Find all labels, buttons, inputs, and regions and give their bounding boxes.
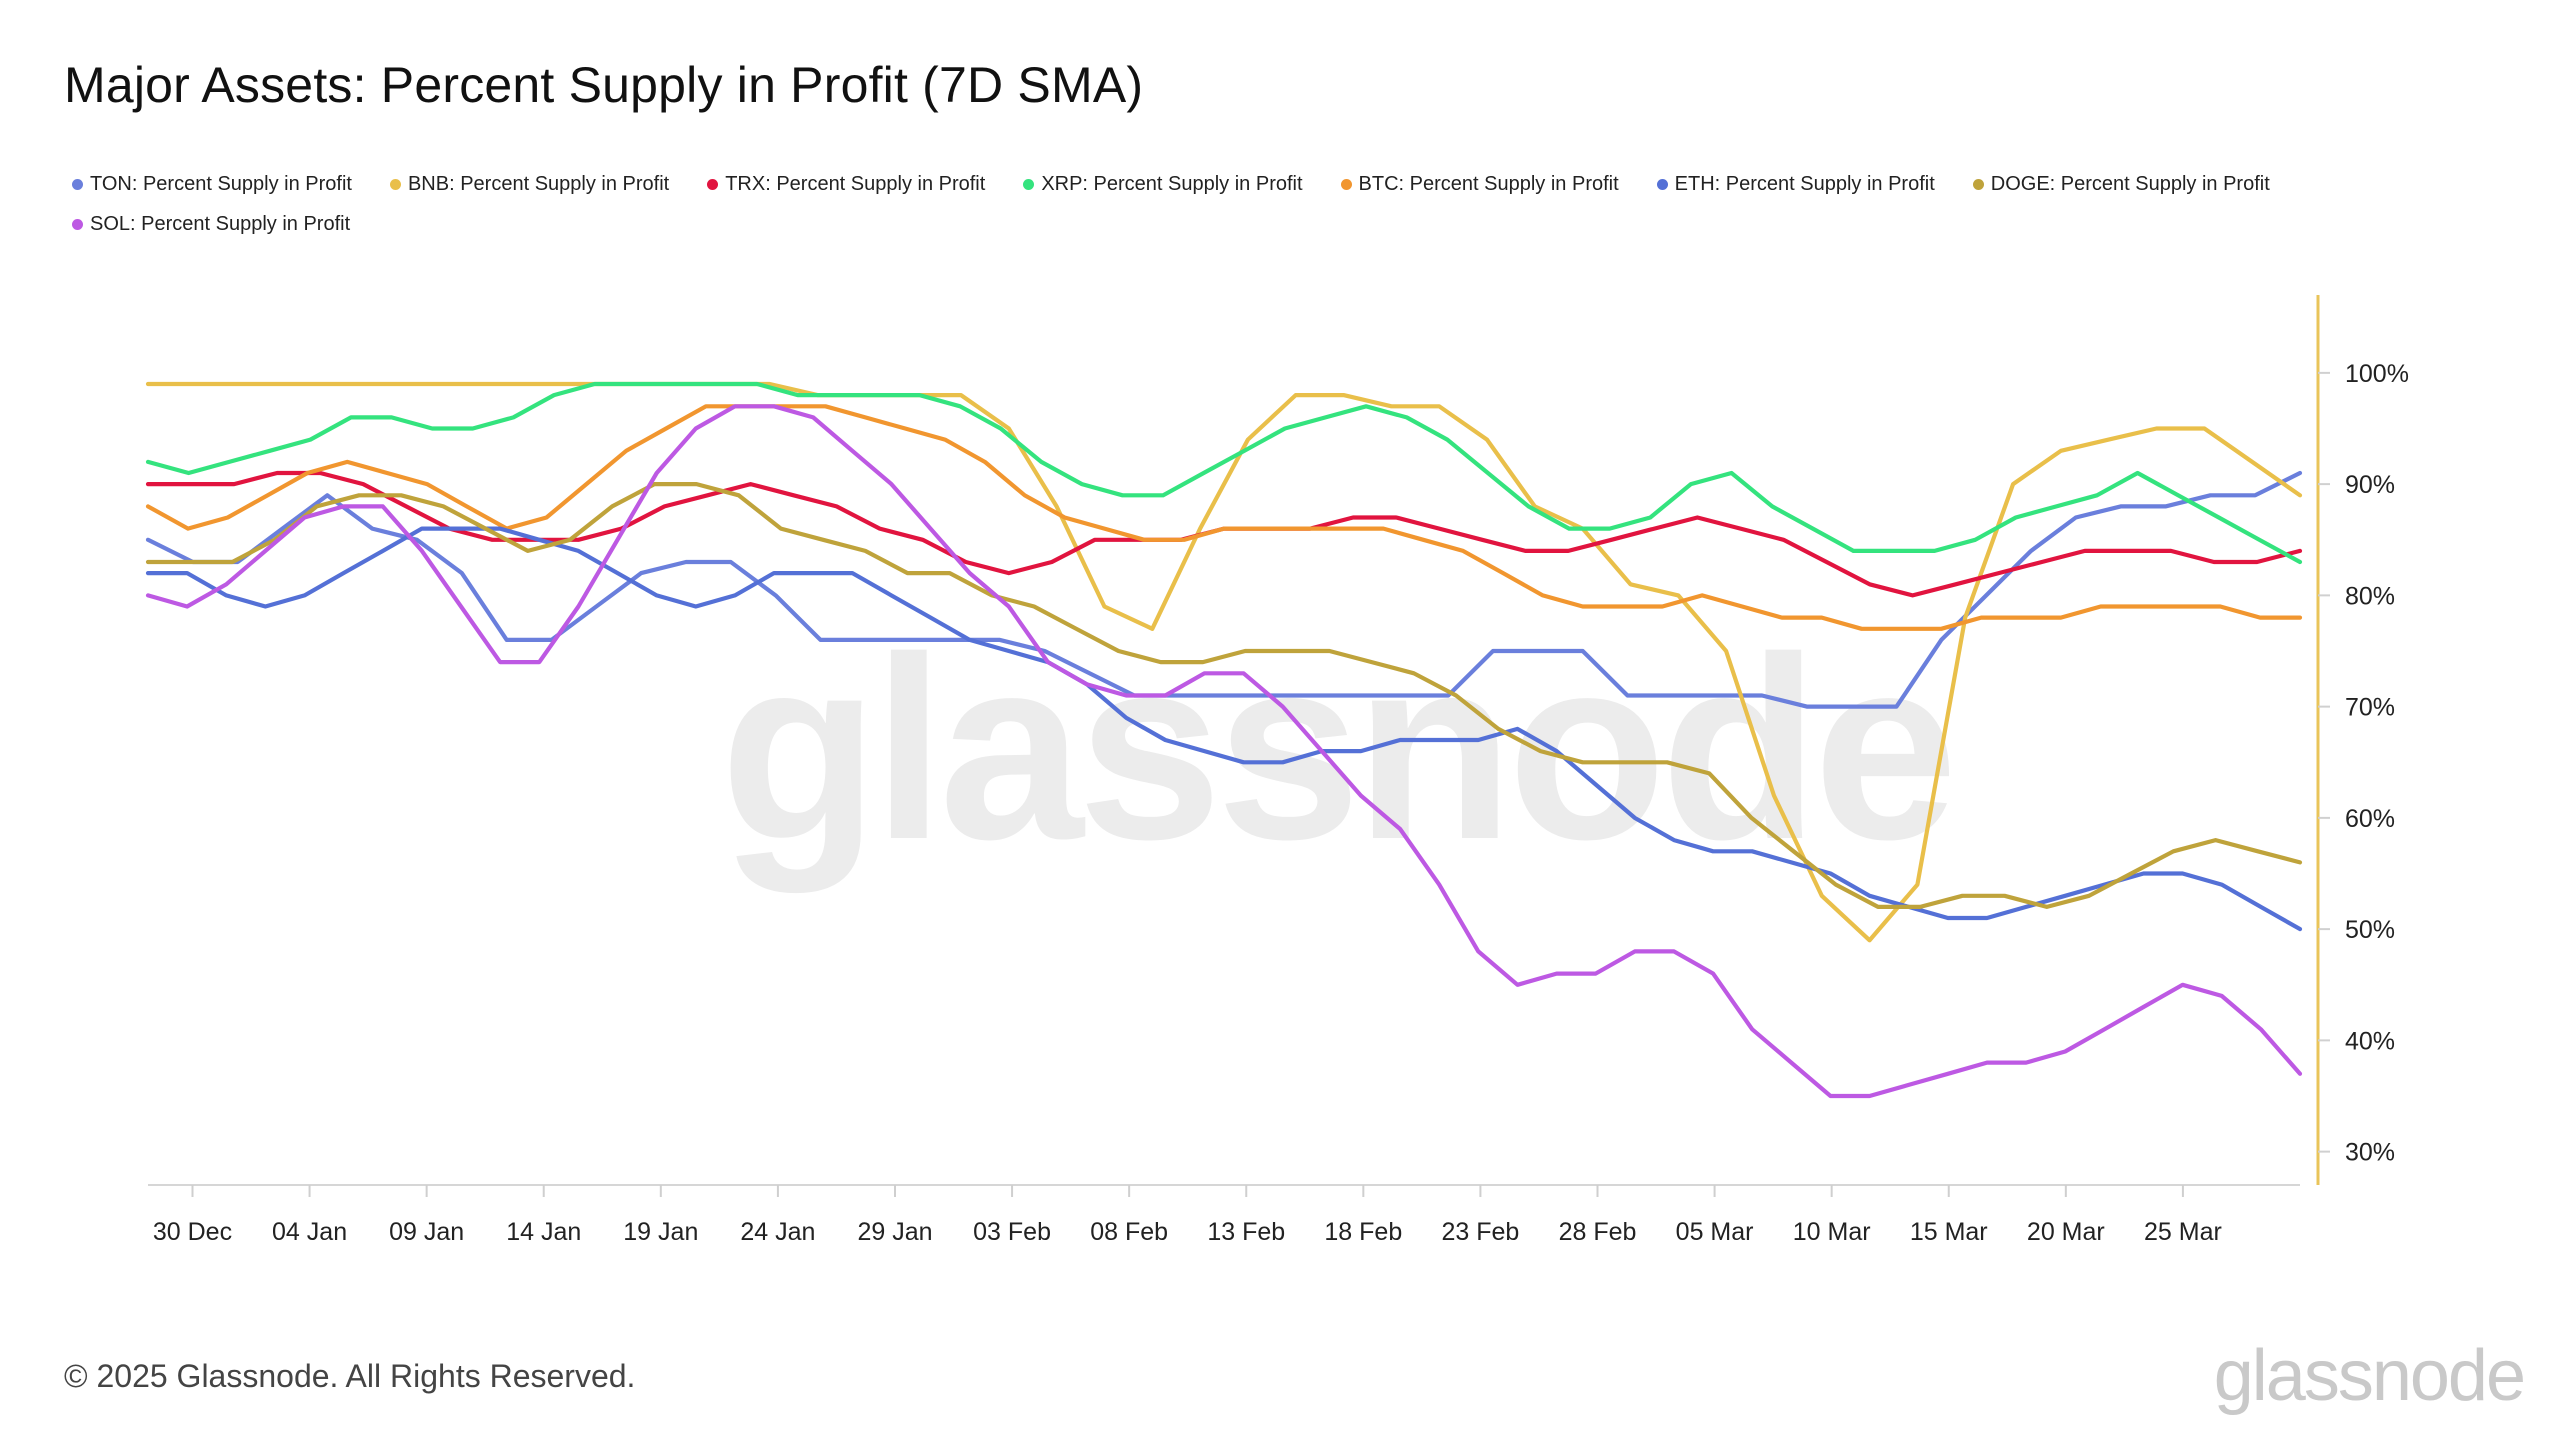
- legend-label: TON: Percent Supply in Profit: [90, 173, 352, 195]
- series-line: [145, 381, 2303, 943]
- legend-item[interactable]: XRP: Percent Supply in Profit: [1023, 173, 1303, 195]
- legend-label: TRX: Percent Supply in Profit: [725, 173, 986, 195]
- x-tick-label: 23 Feb: [1441, 1218, 1519, 1246]
- x-tick-label: 24 Jan: [740, 1218, 815, 1246]
- x-tick-label: 14 Jan: [506, 1218, 581, 1246]
- legend-swatch: [389, 178, 401, 190]
- chart-legend: TON: Percent Supply in Profit BNB: Percen…: [72, 174, 2492, 234]
- x-tick-label: 04 Jan: [272, 1218, 347, 1246]
- legend-swatch: [1656, 178, 1668, 190]
- x-tick-label: 08 Feb: [1090, 1218, 1168, 1246]
- x-tick-label: 20 Mar: [2027, 1218, 2105, 1246]
- legend-item[interactable]: BNB: Percent Supply in Profit: [389, 173, 670, 195]
- legend-label: BNB: Percent Supply in Profit: [407, 173, 670, 195]
- y-tick-label: 40%: [2345, 1027, 2395, 1055]
- x-tick-label: 28 Feb: [1559, 1218, 1637, 1246]
- series-line: [145, 470, 2303, 709]
- series-line: [145, 526, 2303, 932]
- legend-label: BTC: Percent Supply in Profit: [1358, 173, 1619, 195]
- legend-label: ETH: Percent Supply in Profit: [1674, 173, 1935, 195]
- legend-item[interactable]: TON: Percent Supply in Profit: [72, 174, 352, 194]
- y-tick-label: 30%: [2345, 1139, 2395, 1167]
- legend-item[interactable]: SOL: Percent Supply in Profit: [72, 214, 350, 234]
- legend-label: SOL: Percent Supply in Profit: [90, 213, 351, 235]
- x-tick-label: 18 Feb: [1324, 1218, 1402, 1246]
- series-line: [145, 470, 2303, 598]
- x-tick-label: 15 Mar: [1910, 1218, 1988, 1246]
- legend-swatch: [707, 178, 719, 190]
- x-tick-label: 09 Jan: [389, 1218, 464, 1246]
- legend-item[interactable]: TRX: Percent Supply in Profit: [707, 174, 985, 194]
- y-tick-label: 70%: [2345, 694, 2395, 722]
- legend-label: XRP: Percent Supply in Profit: [1041, 173, 1303, 195]
- y-tick-label: 60%: [2345, 805, 2395, 833]
- legend-item[interactable]: BTC: Percent Supply in Profit: [1340, 173, 1619, 195]
- x-tick-label: 10 Mar: [1793, 1218, 1871, 1246]
- x-tick-label: 29 Jan: [857, 1218, 932, 1246]
- legend-swatch: [1023, 178, 1035, 190]
- chart-title: Major Assets: Percent Supply in Profit (…: [64, 57, 1144, 113]
- series-line: [145, 482, 2303, 910]
- y-tick-label: 100%: [2345, 360, 2409, 388]
- series-line: [145, 404, 2303, 631]
- legend-item[interactable]: DOGE: Percent Supply in Profit: [1972, 173, 2270, 195]
- glassnode-logo: glassnode: [2213, 1336, 2526, 1416]
- legend-swatch: [1340, 178, 1352, 190]
- x-tick-label: 03 Feb: [973, 1218, 1051, 1246]
- x-tick-label: 25 Mar: [2144, 1218, 2222, 1246]
- x-tick-label: 19 Jan: [623, 1218, 698, 1246]
- x-tick-label: 05 Mar: [1676, 1218, 1754, 1246]
- copyright-text: © 2025 Glassnode. All Rights Reserved.: [64, 1358, 636, 1394]
- y-tick-label: 80%: [2345, 582, 2395, 610]
- y-tick-label: 90%: [2345, 471, 2395, 499]
- chart-plot: 30 Dec 04 Jan 09 Jan 14 Jan 19 Jan 24 Jan 29 J…: [145, 295, 2409, 1246]
- y-tick-label: 50%: [2345, 916, 2395, 944]
- legend-item[interactable]: ETH: Percent Supply in Profit: [1656, 173, 1935, 195]
- legend-swatch: [1972, 178, 1984, 190]
- x-tick-label: 13 Feb: [1207, 1218, 1285, 1246]
- legend-swatch: [72, 218, 83, 230]
- legend-label: DOGE: Percent Supply in Profit: [1990, 173, 2270, 195]
- series-line: [145, 381, 2303, 565]
- x-tick-label: 30 Dec: [153, 1218, 232, 1246]
- series-line: [145, 404, 2303, 1099]
- legend-swatch: [72, 178, 83, 190]
